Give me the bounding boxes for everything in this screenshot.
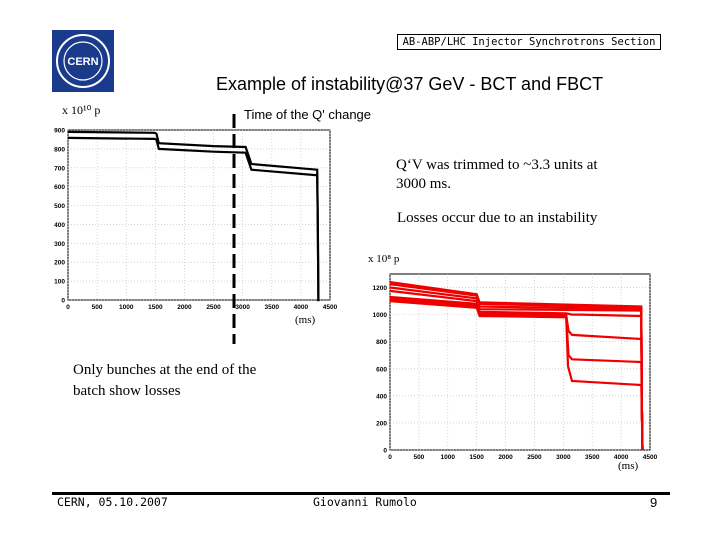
bunches-note-line2: batch show losses xyxy=(73,383,181,399)
fbct-y-tick-label: 400 xyxy=(376,393,387,400)
fbct-chart: 0 500 1000 1500 2000 2500 3000 3500 4000 4500 0 200… xyxy=(373,273,658,461)
bct-y-tick-label: 0 xyxy=(61,298,65,305)
q-change-marker xyxy=(232,114,236,344)
fbct-x-tick-label: 1000 xyxy=(441,454,456,461)
fbct-y-tick-label: 800 xyxy=(376,339,387,346)
bct-y-tick-label: 800 xyxy=(54,146,65,153)
bct-y-tick-label: 700 xyxy=(54,165,65,172)
fbct-y-tick-label: 1000 xyxy=(373,312,388,319)
trim-note-line2: 3000 ms. xyxy=(396,176,452,192)
bct-x-tick-label: 0 xyxy=(66,304,70,311)
bct-x-tick-label: 4500 xyxy=(323,304,338,311)
losses-note: Losses occur due to an instability xyxy=(397,210,598,226)
bct-x-tick-label: 1500 xyxy=(148,304,163,311)
bct-y-tick-label: 100 xyxy=(54,279,65,286)
bct-x-tick-label: 3000 xyxy=(235,304,250,311)
footer-author: Giovanni Rumolo xyxy=(313,495,417,509)
bct-x-tick-label: 2500 xyxy=(206,304,221,311)
bct-y-tick-label: 900 xyxy=(54,128,65,135)
section-label: AB-ABP/LHC Injector Synchrotrons Section xyxy=(397,34,661,50)
fbct-x-tick-label: 4500 xyxy=(643,454,658,461)
bct-y-tick-label: 300 xyxy=(54,241,65,248)
bct-x-tick-label: 1000 xyxy=(119,304,134,311)
bct-y-tick-label: 600 xyxy=(54,184,65,191)
trim-note-line1: Q‘V was trimmed to ~3.3 units at xyxy=(396,157,598,173)
cern-logo: CERN xyxy=(52,30,114,92)
fbct-x-tick-label: 0 xyxy=(388,454,392,461)
fbct-x-tick-label: 2000 xyxy=(498,454,513,461)
fbct-series-line-8 xyxy=(389,300,644,451)
fbct-x-tick-label: 3500 xyxy=(585,454,600,461)
bct-x-tick-label: 4000 xyxy=(294,304,309,311)
page-number: 9 xyxy=(650,495,658,510)
bct-x-unit: (ms) xyxy=(295,314,316,326)
fbct-x-tick-label: 500 xyxy=(413,454,424,461)
bct-plot-frame xyxy=(67,129,331,301)
fbct-x-tick-label: 1500 xyxy=(469,454,484,461)
cern-logo-text: CERN xyxy=(67,56,98,68)
bct-y-tick-label: 500 xyxy=(54,203,65,210)
fbct-x-tick-label: 4000 xyxy=(614,454,629,461)
bunches-note: Only bunches at the end of the batch sho… xyxy=(73,360,256,402)
bct-x-tick-label: 2000 xyxy=(177,304,192,311)
trim-note: Q‘V was trimmed to ~3.3 units at 3000 ms… xyxy=(396,156,598,194)
fbct-x-tick-label: 2500 xyxy=(527,454,542,461)
slide-title: Example of instability@37 GeV - BCT and … xyxy=(216,74,604,94)
fbct-y-tick-label: 600 xyxy=(376,366,387,373)
fbct-y-tick-label: 0 xyxy=(383,448,387,455)
fbct-y-tick-label: 1200 xyxy=(373,285,388,292)
bct-x-tick-label: 3500 xyxy=(265,304,280,311)
fbct-y-tick-label: 200 xyxy=(376,420,387,427)
fbct-y-unit: x 10⁸ p xyxy=(368,253,400,265)
bct-y-unit: x 10¹⁰ p xyxy=(62,103,101,117)
fbct-x-unit: (ms) xyxy=(618,460,639,472)
bunches-note-line1: Only bunches at the end of the xyxy=(73,362,257,378)
q-change-label: Time of the Q' change xyxy=(244,107,372,122)
footer-divider xyxy=(52,492,670,495)
bct-chart: 0 500 1000 1500 2000 2500 3000 3500 4000 4500 0 100… xyxy=(54,128,338,312)
bct-y-tick-label: 200 xyxy=(54,260,65,267)
footer-date: CERN, 05.10.2007 xyxy=(57,495,168,509)
bct-series-line-2 xyxy=(67,136,320,302)
fbct-x-tick-label: 3000 xyxy=(556,454,571,461)
bct-y-tick-label: 400 xyxy=(54,222,65,229)
bct-x-tick-label: 500 xyxy=(92,304,103,311)
